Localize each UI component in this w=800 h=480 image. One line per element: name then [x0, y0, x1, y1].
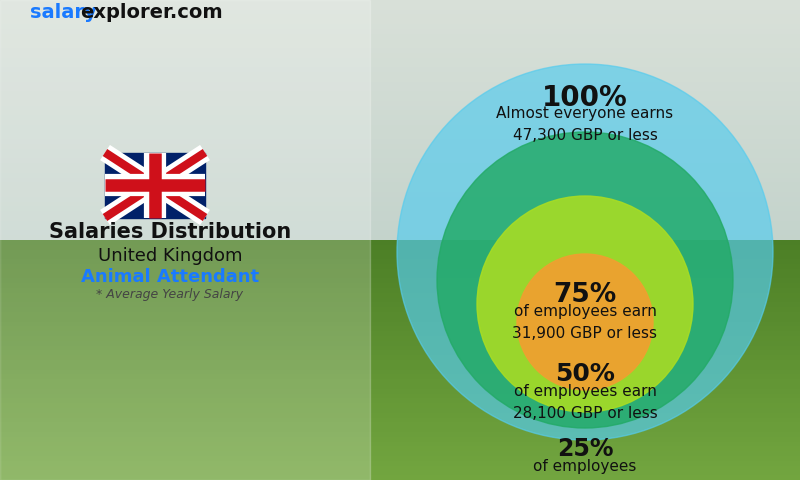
Bar	[0, 0, 370, 480]
Text: of employees: of employees	[534, 459, 637, 474]
Text: 75%: 75%	[554, 282, 617, 308]
Text: of employees earn: of employees earn	[514, 304, 657, 319]
Text: Salaries Distribution: Salaries Distribution	[49, 222, 291, 242]
Ellipse shape	[397, 64, 773, 440]
Text: 31,900 GBP or less: 31,900 GBP or less	[513, 326, 658, 341]
Text: * Average Yearly Salary: * Average Yearly Salary	[97, 288, 243, 301]
Bar	[105, 153, 205, 217]
Ellipse shape	[517, 254, 653, 390]
Text: 25%: 25%	[557, 437, 614, 461]
Text: Animal Attendant: Animal Attendant	[81, 268, 259, 286]
Text: salary: salary	[30, 3, 97, 22]
Text: 50%: 50%	[555, 362, 615, 386]
Text: 47,300 GBP or less: 47,300 GBP or less	[513, 128, 658, 143]
Text: explorer.com: explorer.com	[80, 3, 222, 22]
Ellipse shape	[477, 196, 693, 412]
Ellipse shape	[437, 132, 733, 428]
Text: United Kingdom: United Kingdom	[98, 247, 242, 265]
Text: 100%: 100%	[542, 84, 628, 112]
Text: of employees earn: of employees earn	[514, 384, 657, 399]
Text: 28,100 GBP or less: 28,100 GBP or less	[513, 406, 658, 421]
Text: Almost everyone earns: Almost everyone earns	[497, 106, 674, 121]
